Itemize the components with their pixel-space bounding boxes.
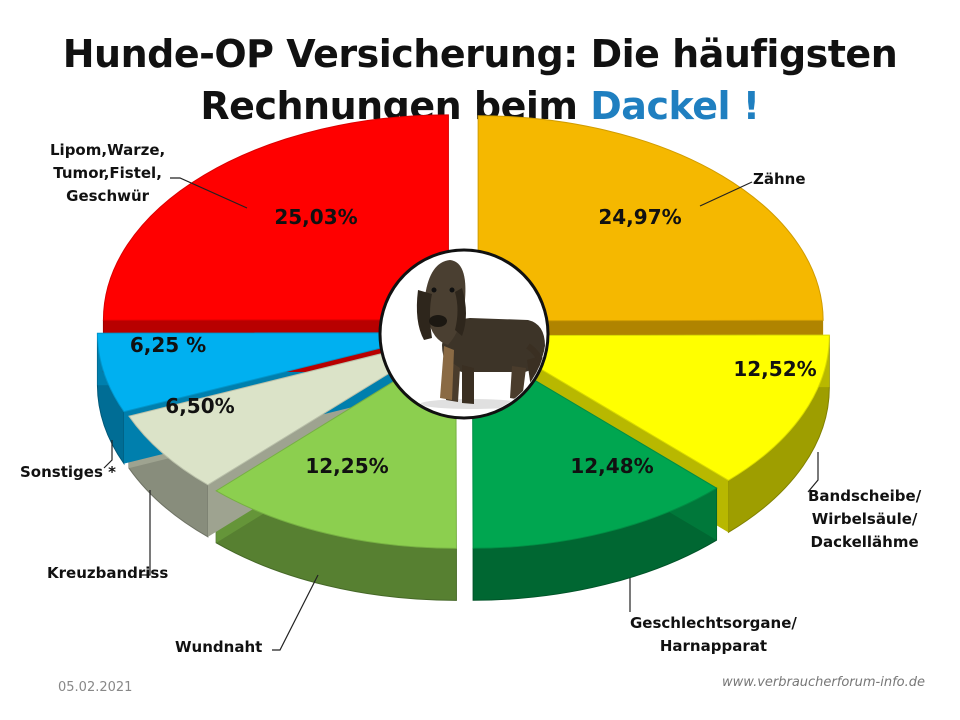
slice-category-label-2: Geschlechtsorgane/ Harnapparat [630, 614, 797, 655]
pie-slice-3 [215, 342, 457, 549]
slice-value-label-0: 24,97% [598, 205, 681, 229]
slice-value-label-3: 12,25% [305, 454, 388, 478]
leader-line-4 [140, 490, 151, 576]
slice-value-label-5: 6,25 % [130, 333, 206, 357]
pie-slice-0 [477, 115, 824, 322]
pie-slice-5 [96, 332, 443, 413]
leader-lines [103, 177, 819, 651]
title-line-1: Hunde-OP Versicherung: Die häufigsten [62, 32, 898, 76]
slice-category-label-0: Zähne [753, 170, 806, 188]
leader-line-5 [103, 440, 113, 469]
footer-source: www.verbraucherforum-info.de [722, 675, 925, 690]
pie-slice-2 [471, 342, 718, 549]
leader-line-6 [170, 177, 248, 209]
title-accent: Dackel ! [590, 84, 760, 128]
slice-value-label-4: 6,50% [165, 394, 234, 418]
pie-slice-4 [128, 336, 448, 486]
leader-line-3 [272, 574, 319, 651]
pie-slice-1 [482, 334, 830, 481]
chart-title: Hunde-OP Versicherung: Die häufigsten Re… [0, 28, 960, 132]
slice-category-label-5: Sonstiges * [20, 463, 116, 481]
slice-category-label-3: Wundnaht [175, 638, 263, 656]
dachshund-icon [382, 252, 546, 416]
leader-line-0 [699, 181, 753, 207]
center-dog-photo [378, 248, 550, 420]
slice-value-label-1: 12,52% [733, 357, 816, 381]
slice-category-label-4: Kreuzbandriss [47, 564, 169, 582]
pie-slice-6 [102, 114, 449, 321]
footer-date: 05.02.2021 [58, 680, 133, 695]
slice-category-label-6: Lipom,Warze, Tumor,Fistel, Geschwür [50, 141, 166, 205]
slice-category-label-1: Bandscheibe/ Wirbelsäule/ Dackellähme [808, 487, 922, 551]
slice-value-label-2: 12,48% [570, 454, 653, 478]
leader-line-1 [807, 452, 819, 493]
slice-value-label-6: 25,03% [274, 205, 357, 229]
